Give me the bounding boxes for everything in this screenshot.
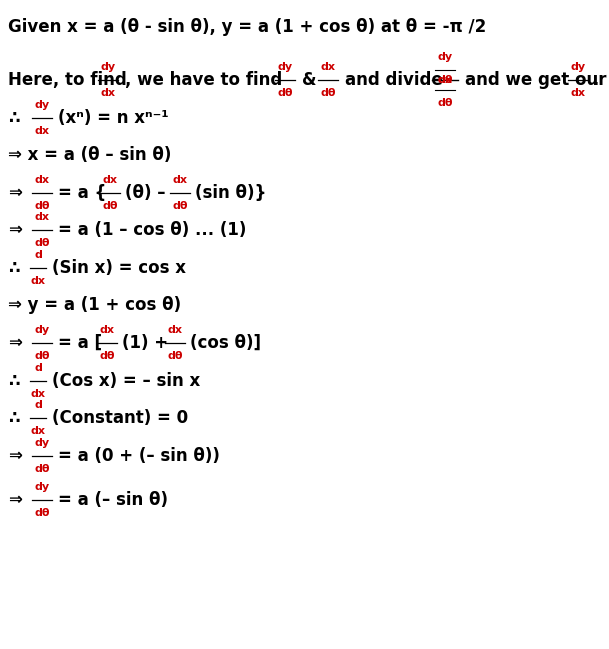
- Text: dx: dx: [35, 126, 49, 136]
- Text: Given x = a (θ - sin θ), y = a (1 + cos θ) at θ = -π /2: Given x = a (θ - sin θ), y = a (1 + cos …: [8, 18, 486, 36]
- Text: dθ: dθ: [34, 351, 50, 361]
- Text: .: .: [592, 71, 599, 89]
- Text: and divide: and divide: [345, 71, 443, 89]
- Text: ∴: ∴: [8, 109, 19, 127]
- Text: ∴: ∴: [8, 409, 19, 427]
- Text: ⇒: ⇒: [8, 447, 22, 465]
- Text: (Cos x) = – sin x: (Cos x) = – sin x: [52, 372, 200, 390]
- Text: dθ: dθ: [99, 351, 114, 361]
- Text: dx: dx: [571, 88, 585, 98]
- Text: d: d: [34, 250, 42, 260]
- Text: (sin θ)}: (sin θ)}: [195, 184, 266, 202]
- Text: dy: dy: [571, 62, 586, 72]
- Text: dx: dx: [35, 212, 49, 222]
- Text: ⇒ y = a (1 + cos θ): ⇒ y = a (1 + cos θ): [8, 296, 181, 314]
- Text: ⇒: ⇒: [8, 491, 22, 509]
- Text: , we have to find: , we have to find: [125, 71, 282, 89]
- Text: dθ: dθ: [277, 88, 293, 98]
- Text: dy: dy: [35, 100, 49, 110]
- Text: dθ: dθ: [102, 201, 118, 211]
- Text: (xⁿ) = n xⁿ⁻¹: (xⁿ) = n xⁿ⁻¹: [58, 109, 169, 127]
- Text: (Constant) = 0: (Constant) = 0: [52, 409, 188, 427]
- Text: dθ: dθ: [437, 98, 452, 108]
- Text: dθ: dθ: [34, 238, 50, 248]
- Text: d: d: [34, 400, 42, 410]
- Text: (θ) –: (θ) –: [125, 184, 166, 202]
- Text: dy: dy: [437, 52, 452, 62]
- Text: dy: dy: [35, 438, 49, 448]
- Text: dx: dx: [30, 426, 46, 436]
- Text: dx: dx: [99, 325, 114, 335]
- Text: Here, to find: Here, to find: [8, 71, 127, 89]
- Text: = a {: = a {: [58, 184, 107, 202]
- Text: dx: dx: [437, 75, 452, 85]
- Text: d: d: [34, 363, 42, 373]
- Text: ⇒: ⇒: [8, 184, 22, 202]
- Text: ∴: ∴: [8, 259, 19, 277]
- Text: = a (– sin θ): = a (– sin θ): [58, 491, 168, 509]
- Text: dx: dx: [102, 175, 118, 185]
- Text: dθ: dθ: [172, 201, 188, 211]
- Text: dθ: dθ: [34, 464, 50, 474]
- Text: dx: dx: [30, 389, 46, 399]
- Text: dθ: dθ: [167, 351, 183, 361]
- Text: dθ: dθ: [34, 508, 50, 518]
- Text: dx: dx: [35, 175, 49, 185]
- Text: dy: dy: [35, 325, 49, 335]
- Text: dx: dx: [30, 276, 46, 286]
- Text: (1) +: (1) +: [122, 334, 168, 352]
- Text: dy: dy: [100, 62, 116, 72]
- Text: dx: dx: [320, 62, 336, 72]
- Text: dθ: dθ: [320, 88, 336, 98]
- Text: ⇒ x = a (θ – sin θ): ⇒ x = a (θ – sin θ): [8, 146, 171, 164]
- Text: dx: dx: [172, 175, 188, 185]
- Text: dy: dy: [278, 62, 292, 72]
- Text: (cos θ)]: (cos θ)]: [190, 334, 261, 352]
- Text: ⇒: ⇒: [8, 221, 22, 239]
- Text: dθ: dθ: [437, 75, 452, 85]
- Text: ∴: ∴: [8, 372, 19, 390]
- Text: &: &: [302, 71, 317, 89]
- Text: dx: dx: [167, 325, 183, 335]
- Text: dy: dy: [35, 482, 49, 492]
- Text: ⇒: ⇒: [8, 334, 22, 352]
- Text: = a [: = a [: [58, 334, 102, 352]
- Text: dθ: dθ: [34, 201, 50, 211]
- Text: (Sin x) = cos x: (Sin x) = cos x: [52, 259, 186, 277]
- Text: = a (1 – cos θ) ... (1): = a (1 – cos θ) ... (1): [58, 221, 247, 239]
- Text: and we get our desired: and we get our desired: [465, 71, 609, 89]
- Text: = a (0 + (– sin θ)): = a (0 + (– sin θ)): [58, 447, 220, 465]
- Text: dx: dx: [100, 88, 116, 98]
